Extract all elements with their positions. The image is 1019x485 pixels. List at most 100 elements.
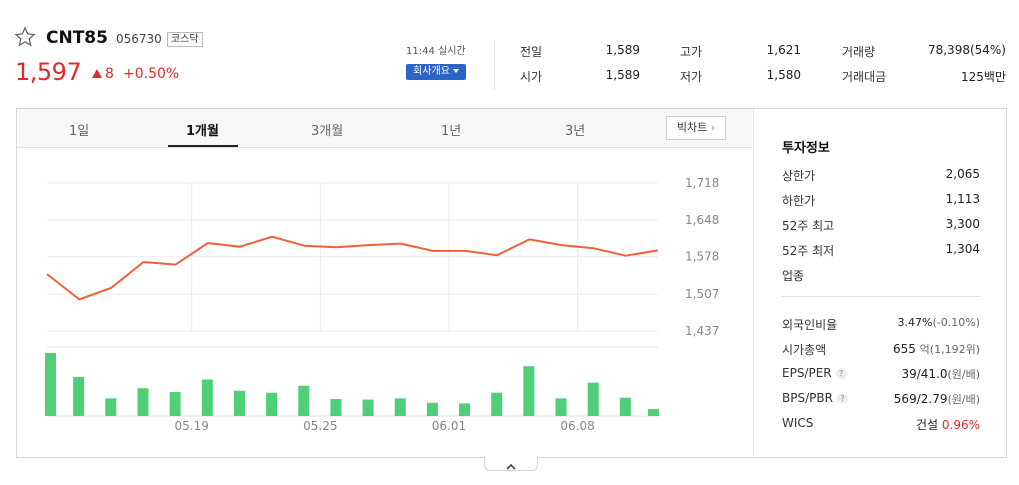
volume-bar [587, 382, 599, 416]
active-tab-indicator [168, 145, 238, 147]
caret-down-icon [452, 69, 459, 73]
y-tick-label: 1,507 [685, 287, 719, 301]
realtime-label: 11:44 실시간 [406, 46, 466, 57]
company-overview-label: 회사개요 [413, 66, 450, 77]
volume-bar [105, 398, 117, 416]
volume-bar [201, 379, 213, 416]
stock-code: 056730 [116, 32, 162, 46]
volume-bar [619, 397, 631, 416]
x-tick-label: 06.01 [432, 419, 466, 433]
side-divider [781, 296, 980, 297]
eps-per-label-text: EPS/PER [782, 366, 832, 380]
volume-bar [426, 402, 438, 416]
wics-rate: 0.96% [941, 418, 980, 432]
volume-label: 거래량 [842, 45, 876, 59]
volume-value: 78,398(54%) [927, 43, 1006, 57]
up-triangle-icon [92, 69, 102, 78]
bps-pbr-label: BPS/PBR? [782, 391, 848, 405]
tab-1year[interactable]: 1년 [441, 124, 462, 139]
prev-close-label: 전일 [520, 45, 543, 59]
eps-per-label: EPS/PER? [782, 366, 847, 380]
volume-bar [266, 392, 278, 416]
volume-bar [298, 385, 310, 416]
big-chart-button[interactable]: 빅차트 › [666, 116, 726, 140]
period-tab-bar [17, 109, 752, 148]
industry-label: 업종 [782, 269, 805, 283]
volume-bar [73, 376, 85, 416]
low-value: 1,580 [766, 68, 801, 82]
price-chart: 1,718 1,648 1,578 1,507 1,437 05.19 05.25 06.0… [45, 176, 719, 433]
bps-pbr-number: 569/2.79 [893, 392, 948, 406]
volume-bar [523, 366, 535, 416]
eps-per-unit: (원/배) [947, 368, 980, 381]
chevron-up-icon [506, 463, 516, 470]
volume-bar [394, 398, 406, 416]
low-label: 저가 [680, 70, 703, 84]
volume-bar [45, 353, 56, 416]
high-value: 1,621 [766, 43, 801, 57]
price-change: 8 [92, 66, 114, 82]
volume-bar [330, 398, 342, 416]
chevron-right-icon: › [710, 121, 716, 134]
volume-bar [491, 392, 503, 416]
stock-name: CNT85 [46, 28, 108, 48]
volume-bar [362, 399, 374, 416]
volume-bar [459, 403, 471, 416]
company-overview-button[interactable]: 회사개요 [406, 64, 466, 80]
bps-pbr-label-text: BPS/PBR [782, 391, 833, 405]
collapse-button[interactable] [484, 456, 538, 471]
y-tick-label: 1,718 [685, 176, 719, 190]
y-tick-label: 1,648 [685, 213, 719, 227]
big-chart-label: 빅차트 [676, 121, 708, 134]
eps-per-value: 39/41.0(원/배) [860, 366, 980, 382]
help-icon[interactable]: ? [836, 393, 848, 404]
x-tick-label: 05.19 [175, 419, 209, 433]
y-tick-label: 1,437 [685, 324, 719, 338]
wics-sector: 건설 [915, 418, 939, 432]
volume-bar [137, 388, 149, 416]
week52-high-value: 3,300 [945, 217, 980, 231]
market-cap-label: 시가총액 [782, 343, 827, 357]
wics-label: WICS [782, 416, 814, 430]
tab-3month[interactable]: 3개월 [311, 124, 344, 139]
week52-low-value: 1,304 [945, 242, 980, 256]
open-label: 시가 [520, 70, 543, 84]
change-rate: +0.50% [123, 66, 180, 82]
tab-1month[interactable]: 1개월 [186, 124, 219, 139]
current-price: 1,597 [15, 58, 82, 86]
volume-bar [169, 392, 181, 416]
market-cap-number: 655 [892, 342, 916, 356]
foreign-ratio-change: (-0.10%) [932, 316, 981, 329]
wics-value: 건설 0.96% [860, 416, 980, 433]
eps-per-number: 39/41.0 [901, 367, 948, 381]
tab-3year[interactable]: 3년 [565, 124, 586, 139]
market-cap-unit: 억(1,192위) [919, 343, 980, 356]
market-cap-value: 655 억(1,192위) [860, 341, 980, 357]
volume-bar [648, 409, 659, 416]
prev-close-value: 1,589 [605, 43, 640, 57]
foreign-ratio-label: 외국인비율 [782, 318, 838, 332]
open-value: 1,589 [605, 68, 640, 82]
invest-info-title: 투자정보 [782, 141, 830, 156]
market-badge: 코스닥 [167, 32, 203, 47]
volume-bar [233, 390, 245, 416]
favorite-star-icon[interactable] [14, 26, 36, 48]
x-tick-label: 05.25 [303, 419, 337, 433]
help-icon[interactable]: ? [835, 368, 847, 379]
bps-pbr-unit: (원/배) [947, 393, 980, 406]
foreign-ratio-value: 3.47%(-0.10%) [860, 316, 980, 329]
lower-limit-value: 1,113 [945, 192, 980, 206]
week52-high-label: 52주 최고 [782, 219, 835, 233]
price-change-value: 8 [105, 66, 114, 82]
panel-divider [753, 109, 754, 456]
week52-low-label: 52주 최저 [782, 244, 835, 258]
tab-1day[interactable]: 1일 [69, 124, 90, 139]
trade-amount-label: 거래대금 [842, 70, 887, 84]
volume-bar [555, 398, 567, 416]
header-divider [494, 42, 495, 90]
upper-limit-value: 2,065 [945, 167, 980, 181]
high-label: 고가 [680, 45, 703, 59]
y-tick-label: 1,578 [685, 250, 719, 264]
x-tick-label: 06.08 [560, 419, 594, 433]
bps-pbr-value: 569/2.79(원/배) [860, 391, 980, 407]
